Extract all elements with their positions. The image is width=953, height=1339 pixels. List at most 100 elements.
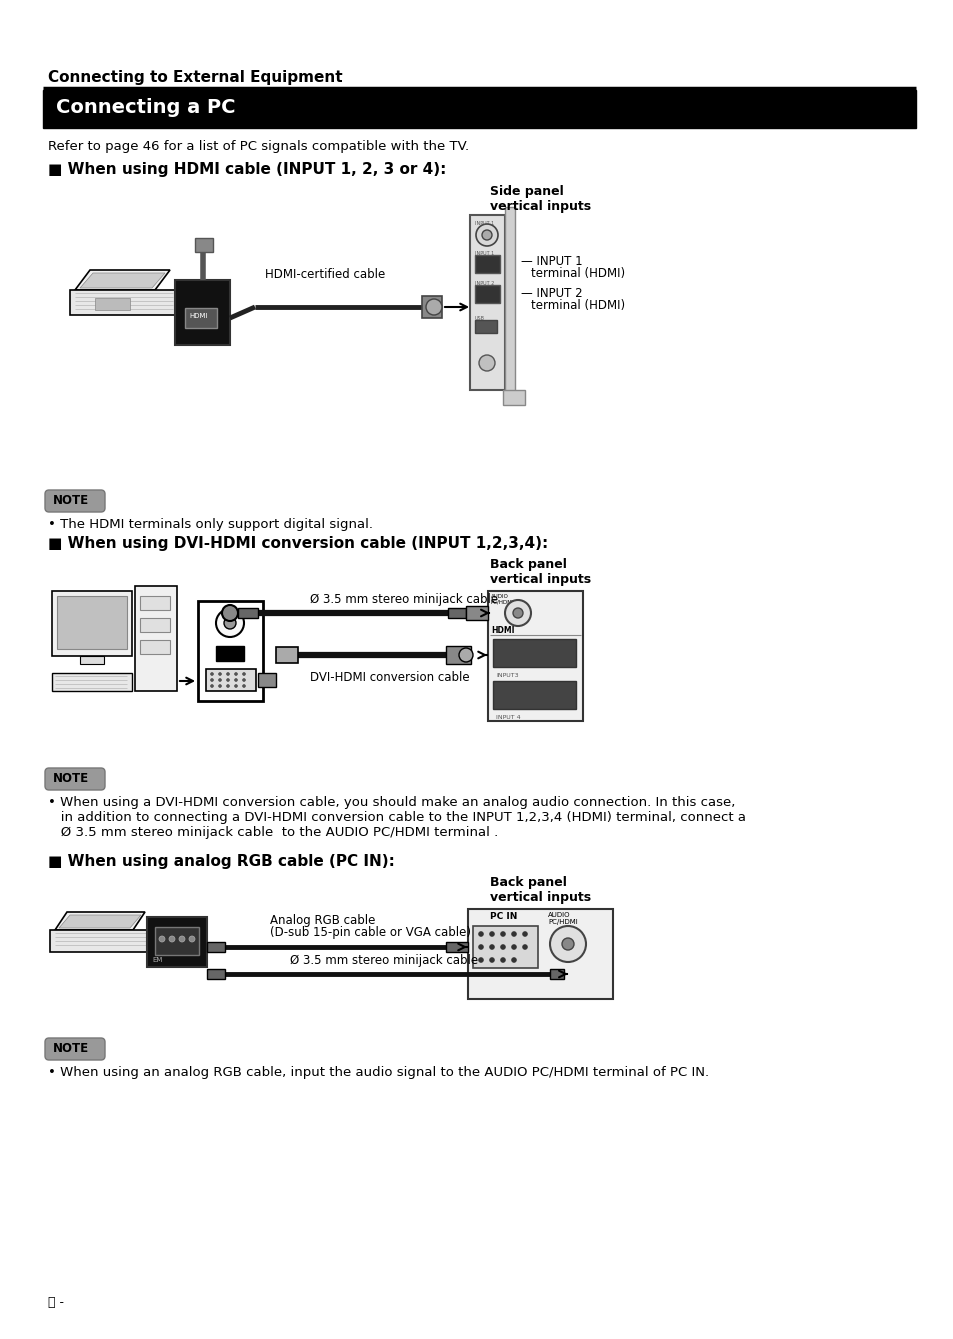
Text: (D-sub 15-pin cable or VGA cable): (D-sub 15-pin cable or VGA cable) — [270, 927, 471, 939]
Bar — [135, 586, 177, 691]
Circle shape — [218, 672, 221, 675]
Circle shape — [489, 932, 494, 936]
Bar — [421, 296, 441, 317]
Circle shape — [500, 932, 505, 936]
Bar — [470, 216, 504, 390]
Text: NOTE: NOTE — [53, 773, 89, 785]
Text: Analog RGB cable: Analog RGB cable — [270, 915, 375, 927]
Text: Back panel: Back panel — [490, 558, 566, 570]
Text: HDMI: HDMI — [491, 627, 514, 635]
Bar — [52, 674, 132, 691]
Circle shape — [211, 684, 213, 687]
Text: INPUT 2: INPUT 2 — [475, 281, 494, 287]
Text: ■ When using HDMI cable (INPUT 1, 2, 3 or 4):: ■ When using HDMI cable (INPUT 1, 2, 3 o… — [48, 162, 446, 177]
Circle shape — [511, 957, 516, 963]
Bar — [80, 656, 104, 664]
Circle shape — [504, 600, 531, 627]
Text: Connecting to External Equipment: Connecting to External Equipment — [48, 70, 342, 84]
Text: ■ When using analog RGB cable (PC IN):: ■ When using analog RGB cable (PC IN): — [48, 854, 395, 869]
Bar — [50, 931, 150, 952]
Text: PC IN: PC IN — [490, 912, 517, 921]
Text: HDMI-certified cable: HDMI-certified cable — [265, 268, 385, 281]
Bar — [70, 291, 180, 315]
Text: • The HDMI terminals only support digital signal.: • The HDMI terminals only support digita… — [48, 518, 373, 532]
Text: Ø 3.5 mm stereo minijack cable: Ø 3.5 mm stereo minijack cable — [310, 593, 497, 607]
Bar — [185, 308, 216, 328]
Bar — [43, 90, 915, 129]
Polygon shape — [59, 915, 141, 928]
Bar — [52, 590, 132, 656]
Circle shape — [169, 936, 174, 943]
Text: terminal (HDMI): terminal (HDMI) — [531, 266, 624, 280]
Bar — [448, 608, 465, 619]
Bar — [140, 619, 170, 632]
Bar — [154, 927, 199, 955]
Bar — [275, 647, 297, 663]
Circle shape — [476, 224, 497, 246]
Bar — [475, 254, 499, 273]
Bar — [502, 390, 524, 404]
Bar — [207, 943, 225, 952]
Circle shape — [226, 672, 230, 675]
Circle shape — [189, 936, 194, 943]
Circle shape — [500, 957, 505, 963]
Bar — [465, 607, 488, 620]
Polygon shape — [80, 273, 165, 288]
Bar — [95, 299, 130, 311]
Bar — [446, 645, 471, 664]
Circle shape — [489, 944, 494, 949]
Bar — [147, 917, 207, 967]
Circle shape — [242, 684, 245, 687]
Text: Side panel: Side panel — [490, 185, 563, 198]
Bar — [475, 320, 497, 333]
Text: INPUT 4: INPUT 4 — [496, 715, 520, 720]
Bar — [207, 969, 225, 979]
Text: AUDIO
PC/HDMI: AUDIO PC/HDMI — [491, 595, 514, 605]
Text: — INPUT 2: — INPUT 2 — [520, 287, 582, 300]
Bar — [194, 238, 213, 252]
Bar — [446, 943, 468, 952]
Circle shape — [550, 927, 585, 961]
Bar — [493, 682, 576, 708]
Text: Ø 3.5 mm stereo minijack cable  to the AUDIO PC/HDMI terminal .: Ø 3.5 mm stereo minijack cable to the AU… — [48, 826, 497, 840]
Circle shape — [242, 679, 245, 682]
Text: INPUT 1: INPUT 1 — [475, 250, 494, 256]
Text: Back panel: Back panel — [490, 876, 566, 889]
Text: NOTE: NOTE — [53, 494, 89, 507]
Circle shape — [426, 299, 441, 315]
Circle shape — [179, 936, 185, 943]
Text: • When using a DVI-HDMI conversion cable, you should make an analog audio connec: • When using a DVI-HDMI conversion cable… — [48, 795, 735, 809]
Bar — [550, 969, 563, 979]
Text: INPUT3: INPUT3 — [496, 674, 518, 678]
Bar — [493, 639, 576, 667]
Circle shape — [226, 679, 230, 682]
Circle shape — [489, 957, 494, 963]
Circle shape — [242, 672, 245, 675]
FancyBboxPatch shape — [45, 490, 105, 511]
Circle shape — [561, 939, 574, 949]
Text: HDMI: HDMI — [189, 313, 208, 319]
Circle shape — [478, 957, 483, 963]
Circle shape — [224, 617, 235, 629]
Circle shape — [522, 944, 527, 949]
Text: vertical inputs: vertical inputs — [490, 890, 591, 904]
Circle shape — [234, 679, 237, 682]
Text: in addition to connecting a DVI-HDMI conversion cable to the INPUT 1,2,3,4 (HDMI: in addition to connecting a DVI-HDMI con… — [48, 811, 745, 823]
Circle shape — [159, 936, 165, 943]
Bar — [488, 590, 582, 720]
Bar — [215, 645, 244, 661]
Circle shape — [211, 672, 213, 675]
Bar — [504, 208, 515, 398]
FancyBboxPatch shape — [45, 1038, 105, 1060]
Text: EM: EM — [152, 957, 162, 963]
Text: NOTE: NOTE — [53, 1042, 89, 1055]
Bar — [468, 909, 613, 999]
Circle shape — [222, 605, 237, 621]
Bar — [140, 640, 170, 653]
Text: vertical inputs: vertical inputs — [490, 573, 591, 586]
Circle shape — [218, 684, 221, 687]
Circle shape — [218, 679, 221, 682]
Bar — [198, 601, 263, 702]
FancyBboxPatch shape — [45, 769, 105, 790]
Text: ⓔ -: ⓔ - — [48, 1296, 64, 1310]
